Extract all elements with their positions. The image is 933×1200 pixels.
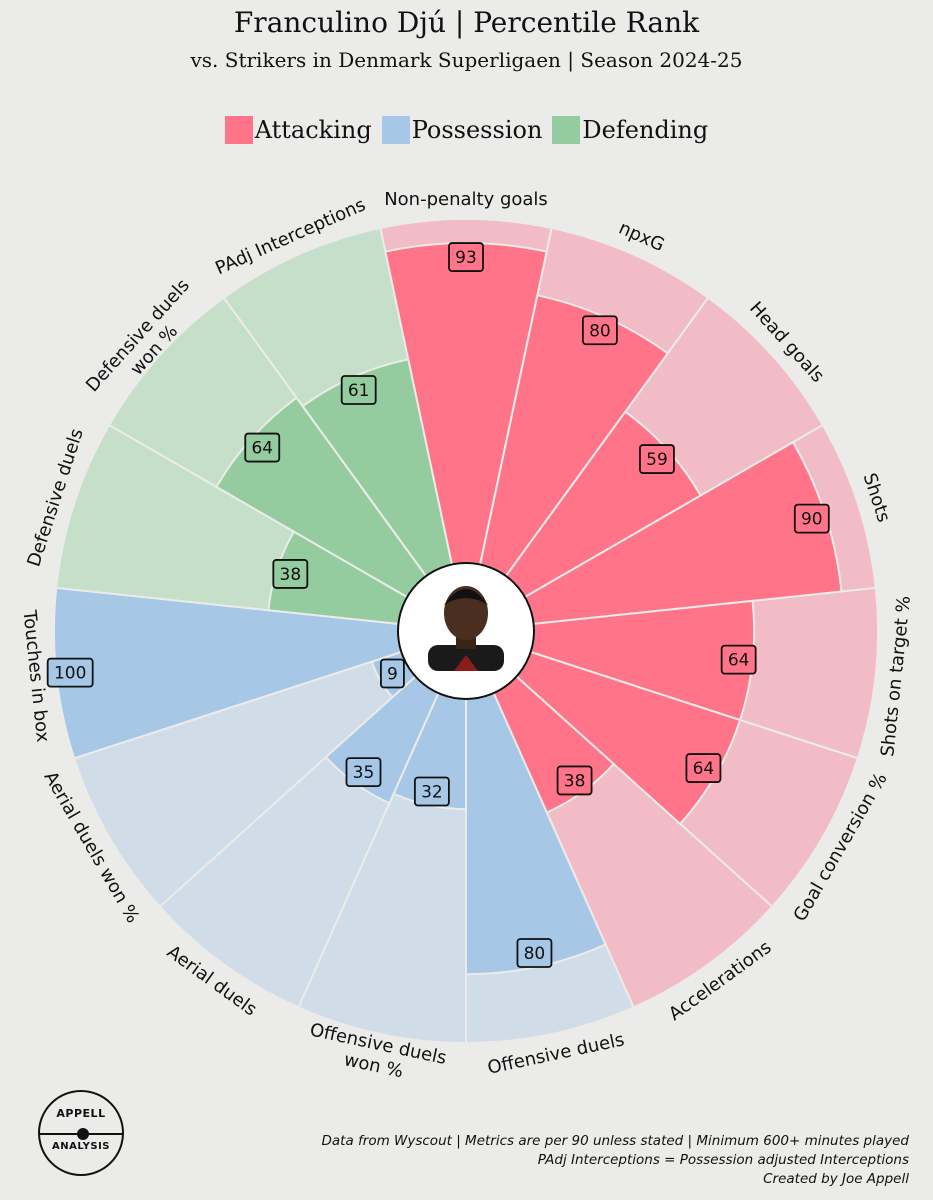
value-label-goal-conversion: 64 xyxy=(685,753,722,783)
player-photo xyxy=(397,562,535,700)
value-label-aerial-duels: 35 xyxy=(345,757,382,787)
value-label-box xyxy=(272,559,309,589)
value-label-box xyxy=(793,503,830,534)
value-label-box xyxy=(720,644,757,675)
footer-line-1: Data from Wyscout | Metrics are per 90 u… xyxy=(321,1133,909,1149)
legend-item-attacking: Attacking xyxy=(224,116,372,144)
value-label-box xyxy=(516,938,553,968)
metric-label-shots: Shots xyxy=(859,470,895,524)
logo-text-top: APPELL xyxy=(56,1107,106,1120)
value-label-text: 35 xyxy=(353,763,375,783)
value-label-shots-on-target: 64 xyxy=(720,644,757,675)
legend-label-possession: Possession xyxy=(411,116,543,144)
value-label-text: 80 xyxy=(524,944,546,964)
metric-label-shots-on-target: Shots on target % xyxy=(877,595,915,758)
value-label-head-goals: 59 xyxy=(639,444,675,474)
value-label-text: 38 xyxy=(564,771,586,791)
value-labels: 93 80 59 90 64 64 38 80 32 35 9 100 38 64 61 xyxy=(46,242,830,968)
value-label-text: 64 xyxy=(693,759,715,779)
value-label-box xyxy=(345,757,382,787)
value-label-padj-interceptions: 61 xyxy=(340,375,377,405)
legend: Attacking Possession Defending xyxy=(0,116,933,144)
legend-label-defending: Defending xyxy=(582,116,709,144)
chart-subtitle: vs. Strikers in Denmark Superligaen | Se… xyxy=(190,48,743,72)
value-label-text: 9 xyxy=(387,664,398,684)
value-label-non-penalty-goals: 93 xyxy=(448,242,484,272)
value-slices xyxy=(53,242,843,976)
value-label-npxg: 80 xyxy=(581,315,618,346)
value-label-defensive-duels-won: 64 xyxy=(244,432,281,463)
value-label-box xyxy=(413,776,450,807)
value-label-text: 64 xyxy=(251,439,273,459)
value-label-offensive-duels-won: 32 xyxy=(413,776,450,807)
appell-analysis-logo: APPELL ANALYSIS xyxy=(38,1090,124,1176)
value-label-box xyxy=(380,658,405,689)
value-label-text: 59 xyxy=(646,450,668,470)
value-label-aerial-duels-won: 9 xyxy=(380,658,405,689)
value-label-offensive-duels: 80 xyxy=(516,938,553,968)
chart-title: Franculino Djú | Percentile Rank xyxy=(233,6,700,39)
value-label-text: 93 xyxy=(455,248,477,268)
value-label-text: 32 xyxy=(421,782,443,802)
legend-item-possession: Possession xyxy=(381,116,543,144)
footer-notes: Data from Wyscout | Metrics are per 90 u… xyxy=(321,1132,909,1189)
legend-swatch-possession xyxy=(381,116,410,144)
value-label-box xyxy=(46,657,94,688)
footer-line-3: Created by Joe Appell xyxy=(763,1171,909,1187)
value-label-box xyxy=(244,432,281,463)
value-label-box xyxy=(448,242,484,272)
value-label-box xyxy=(639,444,675,474)
legend-item-defending: Defending xyxy=(552,116,708,144)
value-label-box xyxy=(340,375,377,405)
value-label-box xyxy=(581,315,618,346)
legend-label-attacking: Attacking xyxy=(254,116,372,144)
value-label-box xyxy=(556,765,593,796)
value-label-text: 90 xyxy=(801,510,823,530)
legend-swatch-attacking xyxy=(224,116,253,144)
value-label-shots: 90 xyxy=(793,503,830,534)
value-label-text: 61 xyxy=(348,381,370,401)
value-label-text: 100 xyxy=(54,664,86,684)
value-label-defensive-duels: 38 xyxy=(272,559,309,589)
value-label-accelerations: 38 xyxy=(556,765,593,796)
logo-dot xyxy=(77,1128,89,1140)
legend-swatch-defending xyxy=(552,116,581,144)
logo-text-bottom: ANALYSIS xyxy=(51,1141,111,1152)
value-label-text: 64 xyxy=(728,651,750,671)
value-label-touches-in-box: 100 xyxy=(46,657,94,688)
value-label-box xyxy=(685,753,722,783)
value-label-text: 80 xyxy=(589,321,611,341)
value-label-text: 38 xyxy=(280,565,302,585)
metric-label-non-penalty-goals: Non-penalty goals xyxy=(384,189,548,210)
footer-line-2: PAdj Interceptions = Possession adjusted… xyxy=(537,1152,909,1168)
